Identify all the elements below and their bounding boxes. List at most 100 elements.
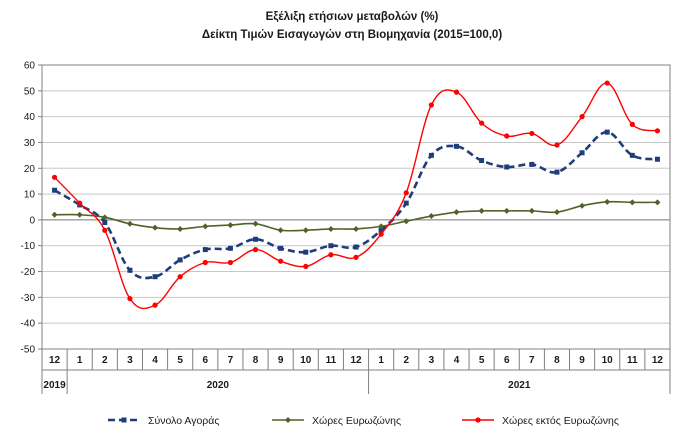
data-point — [554, 169, 560, 175]
data-point — [453, 143, 459, 149]
data-point — [102, 227, 108, 233]
data-point — [475, 417, 481, 423]
grid — [41, 64, 671, 350]
x-tick-label: 11 — [326, 355, 337, 366]
data-point — [327, 225, 334, 232]
data-point — [202, 223, 209, 230]
data-point — [654, 199, 661, 206]
data-point — [328, 243, 334, 249]
series-2 — [51, 198, 661, 234]
y-tick-label: 40 — [24, 112, 36, 123]
data-point — [503, 207, 510, 214]
data-point — [51, 174, 58, 180]
data-point — [101, 214, 108, 221]
y-tick-label: -30 — [21, 293, 36, 304]
x-tick-label: 1 — [378, 355, 384, 366]
data-point — [378, 227, 384, 233]
data-point — [529, 161, 535, 167]
data-point — [629, 152, 635, 158]
data-point — [353, 225, 359, 232]
x-tick-label: 12 — [350, 355, 362, 366]
x-tick-label: 12 — [652, 355, 664, 366]
y-tick-label: 20 — [24, 164, 36, 175]
data-point — [403, 190, 409, 196]
data-point — [403, 218, 410, 225]
data-point — [152, 302, 158, 308]
plot-border — [41, 64, 671, 350]
x-tick-label: 12 — [49, 355, 61, 366]
x-tick-label: 8 — [554, 355, 560, 366]
data-point — [604, 80, 610, 86]
legend: Σύνολο Αγοράς Χώρες Ευρωζώνης Χώρες εκτός … — [108, 415, 619, 427]
series-layer — [51, 80, 661, 310]
year-label: 2019 — [43, 380, 66, 391]
data-point — [303, 263, 309, 269]
year-label: 2021 — [508, 380, 531, 391]
data-point — [554, 142, 560, 148]
y-tick-label: -10 — [21, 241, 36, 252]
data-point — [252, 247, 259, 253]
data-point — [604, 198, 611, 205]
data-point — [453, 209, 460, 216]
y-tick-label: 10 — [24, 190, 36, 201]
x-tick-label: 9 — [579, 355, 585, 366]
y-tick-label: 50 — [24, 86, 36, 97]
data-point — [202, 247, 208, 253]
legend-entry: Σύνολο Αγοράς — [108, 415, 219, 427]
data-point — [579, 114, 585, 120]
data-point — [629, 121, 635, 127]
data-point — [285, 417, 291, 423]
x-tick-label: 6 — [504, 355, 510, 366]
data-point — [121, 417, 127, 423]
data-point — [378, 231, 384, 237]
data-point — [529, 130, 535, 137]
data-point — [177, 225, 184, 232]
data-point — [378, 223, 385, 230]
x-tick-label: 3 — [429, 355, 435, 366]
data-point — [227, 259, 233, 266]
x-tick-label: 8 — [253, 355, 259, 366]
data-point — [403, 200, 409, 206]
y-tick-label: -40 — [21, 319, 36, 330]
data-point — [654, 128, 661, 134]
y-tick-label: 60 — [24, 61, 36, 72]
data-point — [202, 259, 208, 266]
data-point — [227, 222, 234, 229]
data-point — [227, 245, 233, 251]
data-point — [252, 220, 259, 227]
legend-label: Χώρες εκτός Ευρωζώνης — [502, 415, 619, 427]
data-point — [579, 150, 585, 156]
legend-label: Σύνολο Αγοράς — [148, 415, 219, 427]
data-point — [479, 120, 485, 126]
x-tick-label: 4 — [152, 355, 158, 366]
data-point — [453, 89, 460, 95]
data-point — [478, 207, 485, 214]
x-tick-label: 2 — [403, 355, 409, 366]
data-point — [303, 249, 309, 255]
data-point — [353, 254, 359, 260]
series-1 — [52, 129, 660, 280]
x-tick-label: 10 — [300, 355, 312, 366]
y-axis: 60 50 40 30 20 10 0 -10 -20 -30 -40 -50 — [21, 61, 42, 356]
data-point — [278, 258, 284, 264]
data-point — [52, 187, 58, 193]
x-tick-label: 5 — [177, 355, 183, 366]
y-tick-label: -20 — [21, 267, 36, 278]
x-tick-label: 5 — [479, 355, 485, 366]
x-tick-label: 6 — [202, 355, 208, 366]
y-tick-label: 0 — [29, 215, 35, 226]
data-point — [654, 156, 660, 162]
data-point — [152, 224, 159, 231]
data-point — [604, 129, 610, 135]
data-point — [629, 199, 636, 206]
data-point — [479, 158, 485, 164]
x-tick-label: 4 — [454, 355, 460, 366]
x-tick-label: 7 — [228, 355, 234, 366]
data-point — [51, 211, 58, 218]
chart-subtitle: Δείκτη Τιμών Εισαγωγών στη Βιομηχανία (2… — [202, 29, 502, 41]
data-point — [328, 252, 334, 258]
data-point — [579, 202, 586, 209]
x-tick-label: 9 — [278, 355, 284, 366]
